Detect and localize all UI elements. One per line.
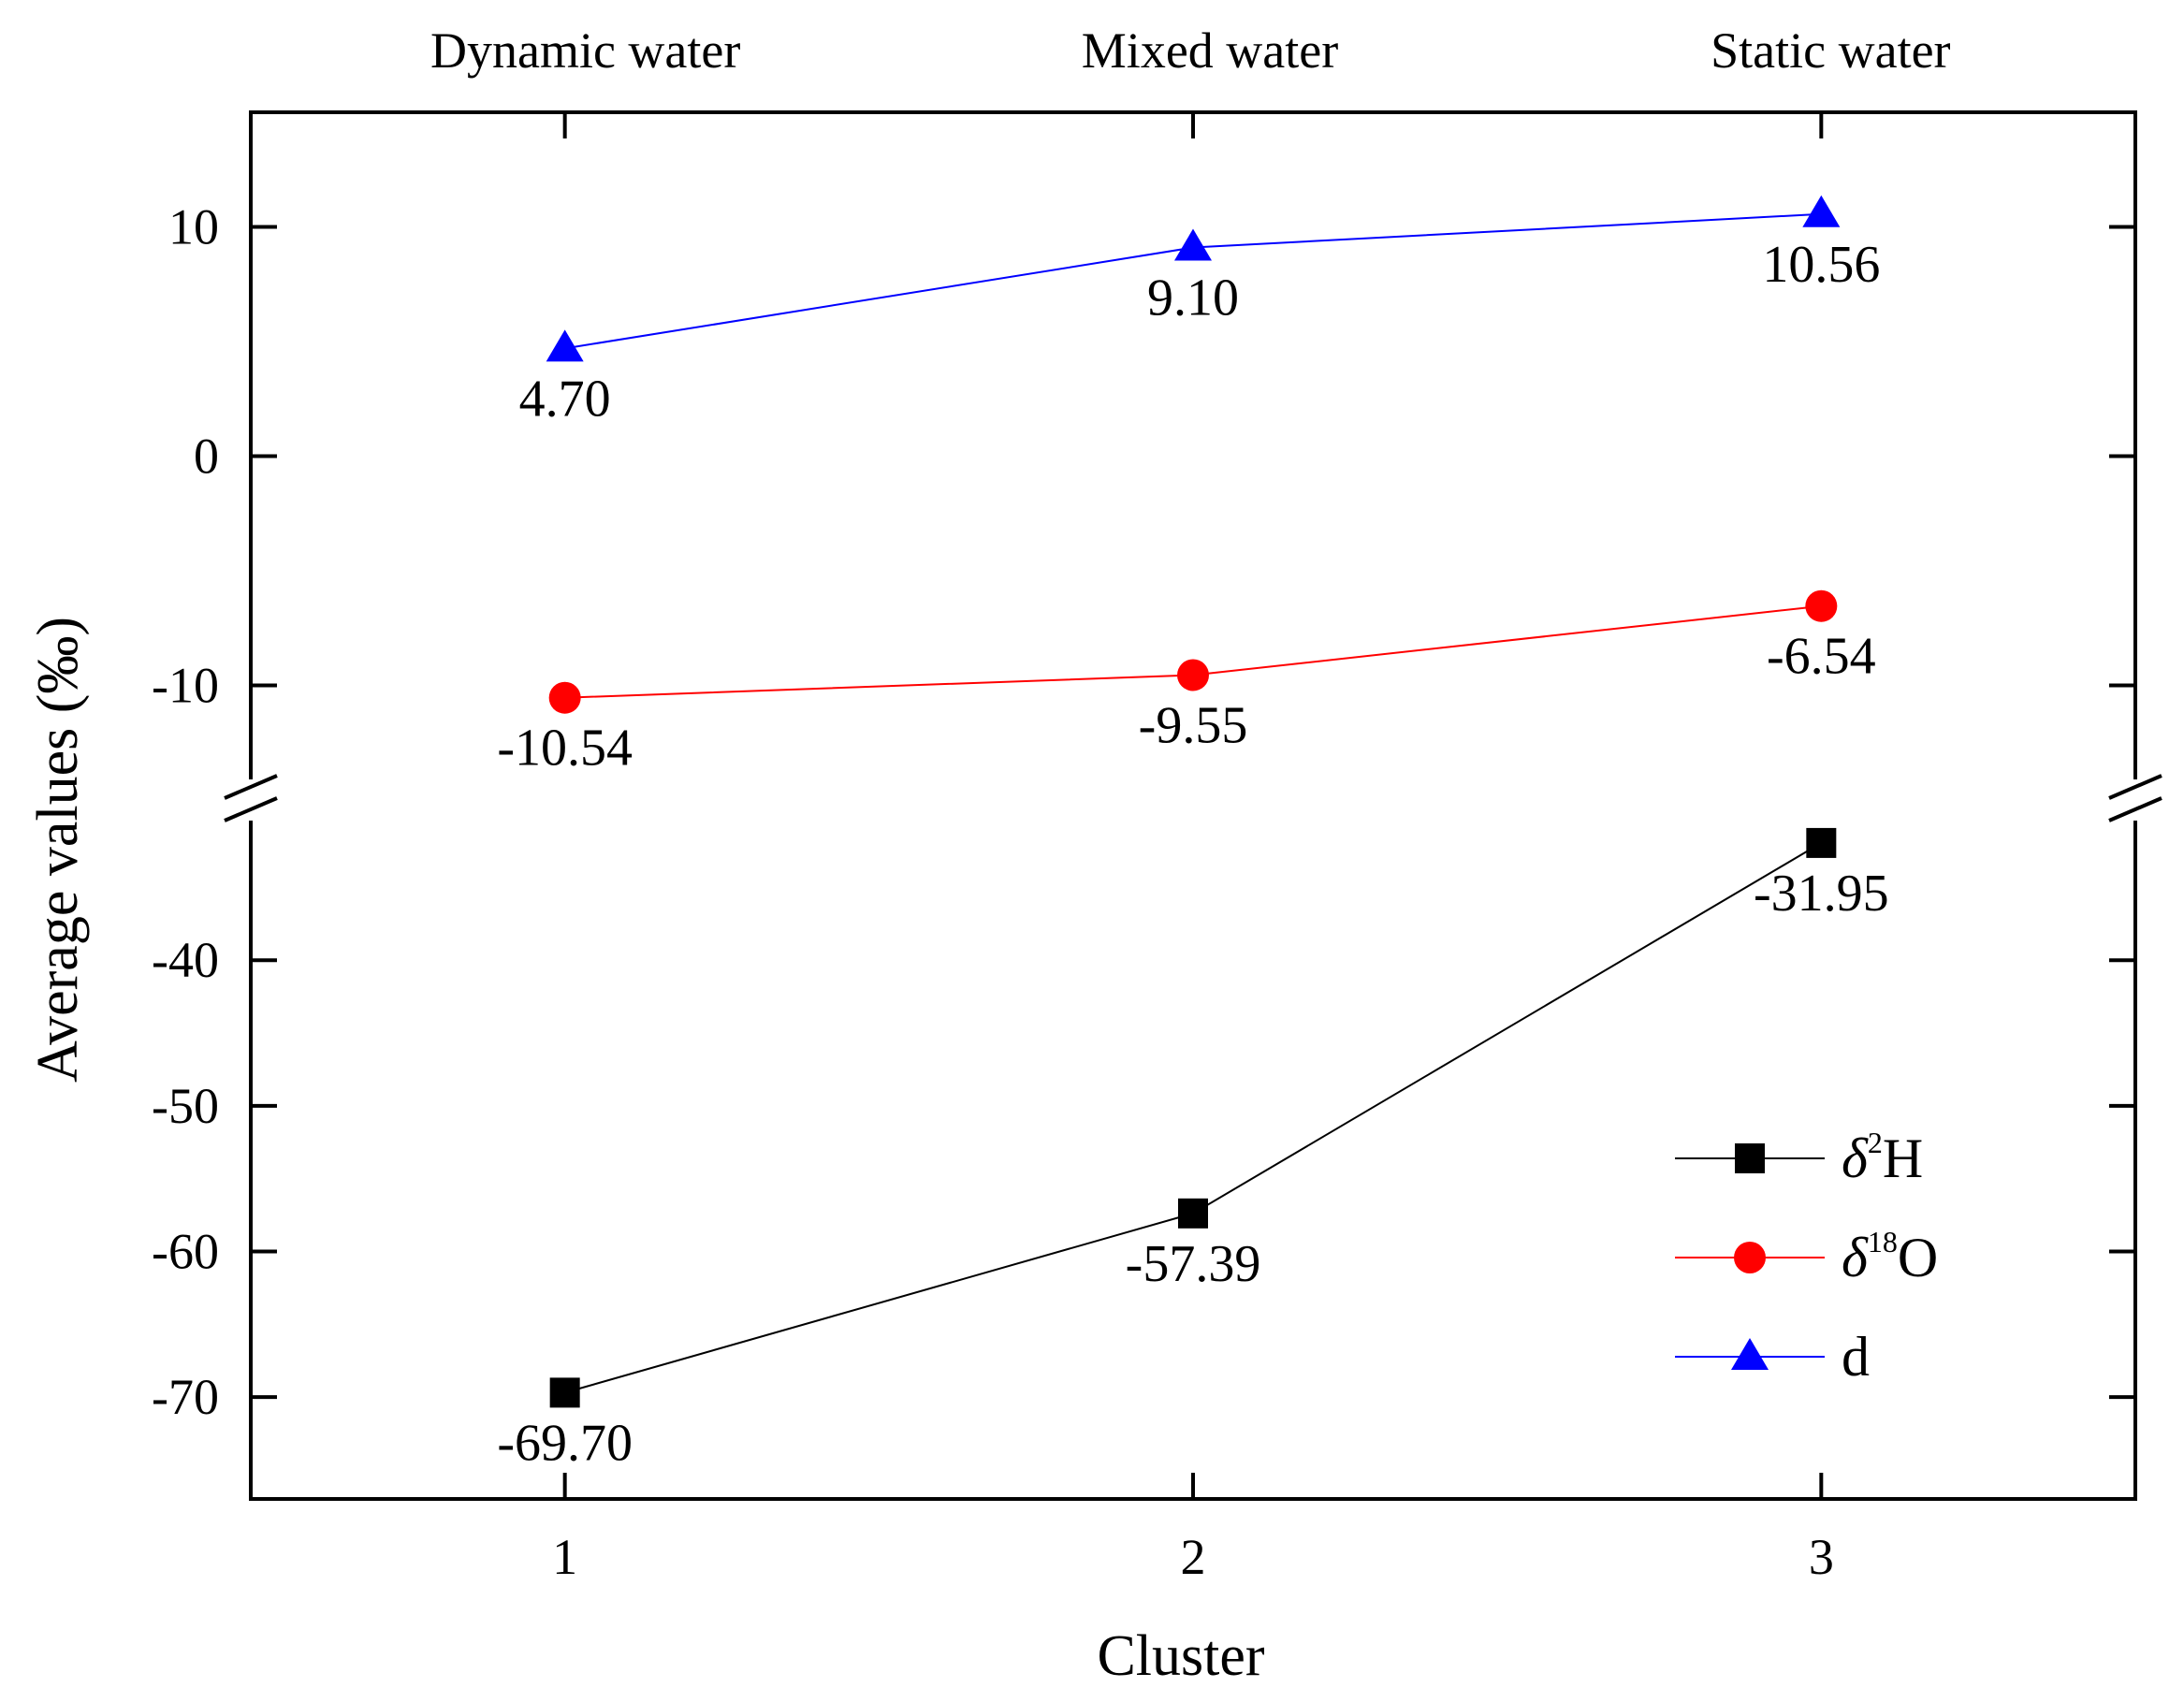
axis-ticks-group: -10 0 10 -70 -60 -50 -40 1 Dynamic water 2 Mixed w…: [152, 22, 2135, 1585]
data-point-circle: [1177, 659, 1209, 691]
data-label: -57.39: [1126, 1235, 1261, 1293]
data-label: -10.54: [497, 720, 633, 778]
legend-marker-circle: [1734, 1242, 1766, 1273]
axis-break-mark-left-2: [224, 796, 278, 822]
legend-label: δ2H: [1842, 1126, 1923, 1189]
data-point-circle: [1805, 589, 1838, 622]
y-axis-label: Average values (‰): [26, 617, 90, 1083]
data-label: 10.56: [1762, 236, 1880, 294]
data-point-square: [1806, 827, 1837, 858]
data-point-triangle: [1174, 228, 1212, 261]
y-tick-label: 10: [168, 199, 219, 255]
data-point-square: [549, 1377, 580, 1408]
legend: δ2H δ18O d: [1675, 1126, 1938, 1388]
labels-group: -69.70 -57.39 -31.95 -10.54 -9.55 -6.54 4.70 9.…: [497, 236, 1888, 1473]
legend-marker-square: [1735, 1143, 1765, 1173]
y-tick-label: -60: [152, 1223, 219, 1279]
data-label: 9.10: [1147, 269, 1239, 327]
data-label: 4.70: [519, 370, 611, 428]
data-label: -6.54: [1767, 628, 1876, 686]
data-point-circle: [548, 681, 581, 714]
data-point-triangle: [1802, 195, 1841, 227]
legend-label: d: [1842, 1326, 1870, 1388]
axis-break-mark-right-2: [2108, 796, 2162, 822]
series-group: [546, 195, 1841, 1408]
x-tick-label: 2: [1181, 1529, 1206, 1585]
data-label: -9.55: [1139, 696, 1248, 754]
x-axis-label: Cluster: [1097, 1624, 1264, 1688]
y-tick-label: -40: [152, 932, 219, 988]
data-point-square: [1178, 1198, 1208, 1229]
data-label: -69.70: [497, 1414, 633, 1472]
x-top-category-label: Mixed water: [1082, 22, 1338, 79]
data-label: -31.95: [1754, 865, 1889, 923]
y-tick-label: -10: [152, 658, 219, 714]
y-tick-label: 0: [194, 429, 219, 485]
y-tick-label: -70: [152, 1369, 219, 1425]
legend-marker-triangle: [1731, 1338, 1769, 1370]
x-top-category-label: Static water: [1711, 22, 1950, 79]
x-top-category-label: Dynamic water: [430, 22, 740, 79]
y-tick-label: -50: [152, 1078, 219, 1134]
x-tick-label: 3: [1809, 1529, 1834, 1585]
x-tick-label: 1: [552, 1529, 577, 1585]
data-point-triangle: [546, 329, 584, 362]
axis-break-mark-right-1: [2108, 774, 2162, 800]
legend-label: δ18O: [1842, 1225, 1938, 1288]
series-line-square: [564, 842, 1822, 1394]
axis-break-mark-left-1: [224, 774, 278, 800]
